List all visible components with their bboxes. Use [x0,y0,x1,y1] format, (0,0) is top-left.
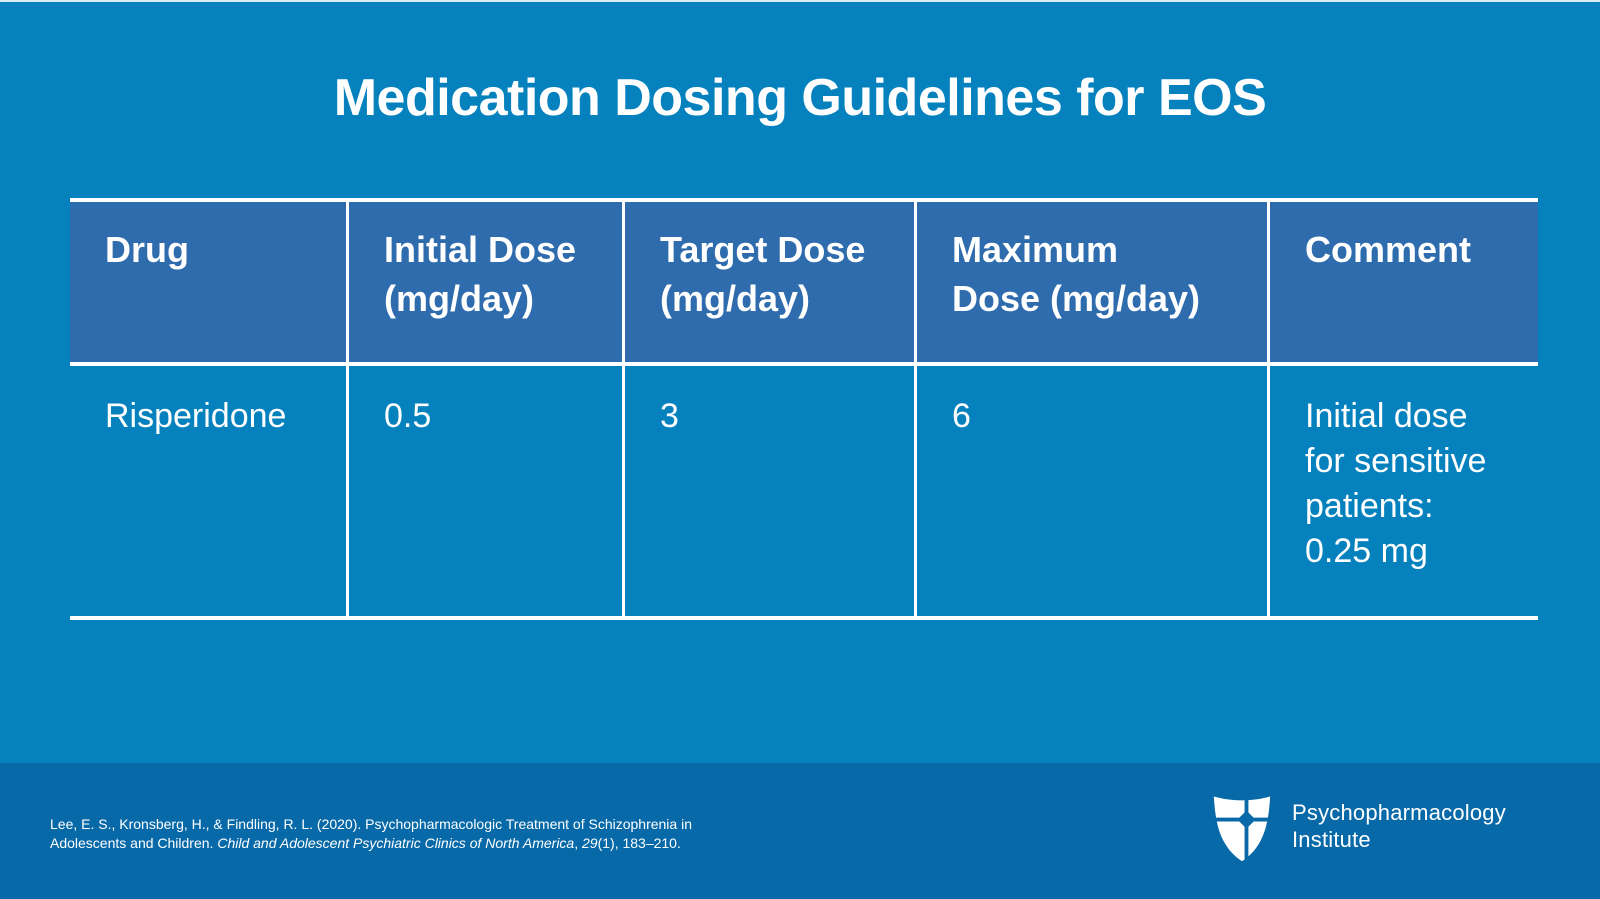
cell-target-dose: 3 [625,366,914,616]
citation-separator: , [574,834,582,851]
initial-dose-value: 0.5 [384,397,432,435]
footer-band: Lee, E. S., Kronsberg, H., & Findling, R… [0,763,1600,899]
target-dose-value: 3 [660,397,679,435]
maximum-dose-value: 6 [952,397,971,435]
brand-logo: Psychopharmacology Institute [1210,789,1506,863]
comment-text: Initial dose for sensitive patients: 0.2… [1305,397,1487,570]
column-header-label: Drug [105,229,189,270]
cell-comment: Initial dose for sensitive patients: 0.2… [1270,366,1538,616]
column-header-initial-dose: Initial Dose (mg/day) [349,202,622,362]
slide-title: Medication Dosing Guidelines for EOS [333,69,1267,127]
shield-cross-icon [1210,791,1274,862]
citation-volume: 29 [582,834,598,851]
column-header-label: Comment [1305,229,1472,270]
column-header-drug: Drug [70,202,346,362]
cell-drug: Risperidone [70,366,346,616]
column-header-target-dose: Target Dose (mg/day) [625,202,914,362]
cell-initial-dose: 0.5 [349,366,622,616]
citation-text: Lee, E. S., Kronsberg, H., & Findling, R… [50,815,692,852]
column-header-maximum-dose: Maximum Dose (mg/day) [917,202,1267,362]
dosing-guidelines-table: Drug Initial Dose (mg/day) Target Dose (… [70,198,1538,620]
brand-name-line2: Institute [1292,827,1371,852]
column-header-label: Target Dose (mg/day) [660,229,866,319]
citation-line2-end: (1), 183–210. [597,834,681,851]
citation-line2-start: Adolescents and Children. [50,834,218,851]
brand-name: Psychopharmacology Institute [1292,799,1506,853]
column-header-label: Maximum Dose (mg/day) [952,229,1201,319]
drug-name: Risperidone [105,397,287,435]
citation-journal-title: Child and Adolescent Psychiatric Clinics… [217,834,575,851]
slide-top-edge [0,0,1600,2]
cell-maximum-dose: 6 [917,366,1267,616]
citation-line1: Lee, E. S., Kronsberg, H., & Findling, R… [50,816,692,832]
column-header-label: Initial Dose (mg/day) [384,229,577,319]
column-header-comment: Comment [1270,202,1538,362]
brand-name-line1: Psychopharmacology [1292,800,1506,825]
